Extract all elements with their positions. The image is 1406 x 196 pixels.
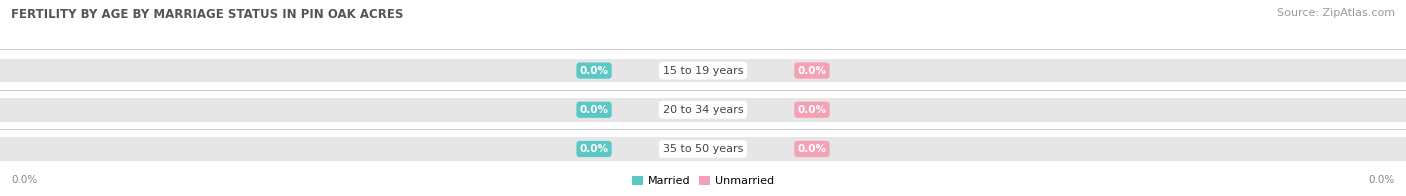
Text: 35 to 50 years: 35 to 50 years [662, 144, 744, 154]
Text: 0.0%: 0.0% [579, 105, 609, 115]
Text: 20 to 34 years: 20 to 34 years [662, 105, 744, 115]
Text: 0.0%: 0.0% [579, 144, 609, 154]
Text: 15 to 19 years: 15 to 19 years [662, 65, 744, 76]
Text: 0.0%: 0.0% [797, 105, 827, 115]
Text: 0.0%: 0.0% [797, 65, 827, 76]
Bar [0, 59, 1406, 82]
Text: Source: ZipAtlas.com: Source: ZipAtlas.com [1277, 8, 1395, 18]
Bar [0, 98, 1406, 122]
Text: 0.0%: 0.0% [11, 175, 38, 185]
Bar [0, 137, 1406, 161]
Text: 0.0%: 0.0% [579, 65, 609, 76]
Text: 0.0%: 0.0% [1368, 175, 1395, 185]
Text: FERTILITY BY AGE BY MARRIAGE STATUS IN PIN OAK ACRES: FERTILITY BY AGE BY MARRIAGE STATUS IN P… [11, 8, 404, 21]
Text: 0.0%: 0.0% [797, 144, 827, 154]
Legend: Married, Unmarried: Married, Unmarried [627, 171, 779, 191]
